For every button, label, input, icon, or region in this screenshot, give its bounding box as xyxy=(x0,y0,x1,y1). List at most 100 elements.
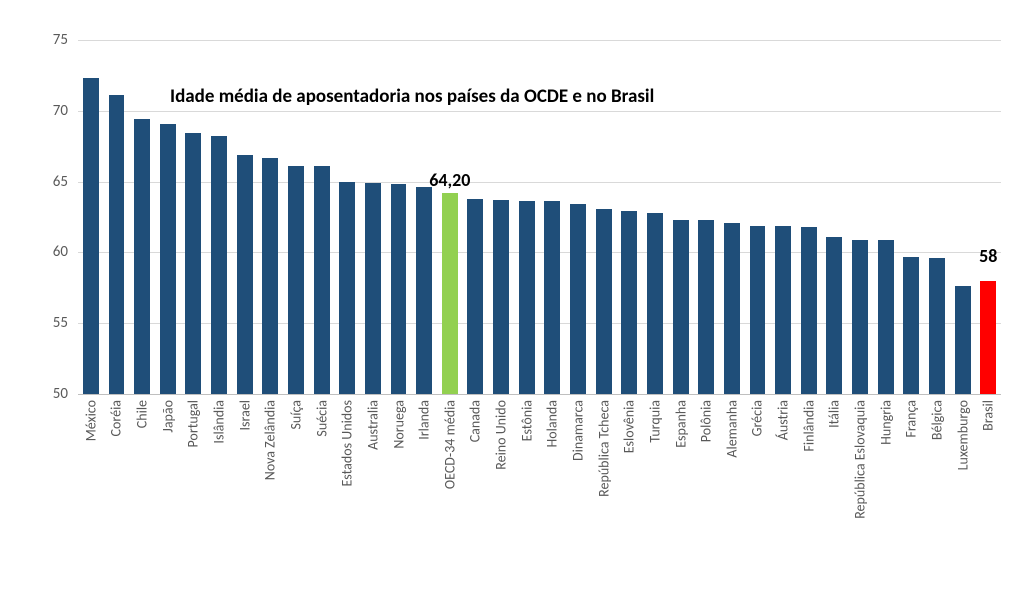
x-tick-label: Coréia xyxy=(108,394,125,436)
bar-slot: França xyxy=(899,40,925,394)
x-tick-label: Grécia xyxy=(749,394,766,436)
bar-slot: OECD-34 média64,20 xyxy=(437,40,463,394)
bar-slot: Nova Zelândia xyxy=(257,40,283,394)
bar xyxy=(160,124,176,394)
x-tick-label: OECD-34 média xyxy=(441,394,458,489)
bars-container: MéxicoCoréiaChileJapãoPortugalIslândiaIs… xyxy=(78,40,1001,394)
bar-slot: Itália xyxy=(822,40,848,394)
bar-slot: Grécia xyxy=(745,40,771,394)
x-tick-label: França xyxy=(903,394,920,438)
bar-slot: Canada xyxy=(463,40,489,394)
bar-slot: Finlândia xyxy=(796,40,822,394)
y-tick-label: 70 xyxy=(53,102,68,120)
bar xyxy=(83,78,99,394)
bar xyxy=(493,200,509,394)
bar xyxy=(365,183,381,394)
bar-slot: Israel xyxy=(232,40,258,394)
x-tick-label: Nova Zelândia xyxy=(262,394,279,480)
x-tick-label: Suíça xyxy=(287,394,304,430)
bar xyxy=(801,227,817,394)
plot-area: 505560657075MéxicoCoréiaChileJapãoPortug… xyxy=(78,40,1001,394)
bar-slot: Japão xyxy=(155,40,181,394)
bar-slot: Bélgica xyxy=(924,40,950,394)
bar-slot: República Tcheca xyxy=(591,40,617,394)
bar xyxy=(544,201,560,394)
y-tick-label: 75 xyxy=(53,31,68,49)
bar-slot: Australia xyxy=(360,40,386,394)
bar xyxy=(391,184,407,394)
bar-slot: Luxemburgo xyxy=(950,40,976,394)
bar-slot: Suíça xyxy=(283,40,309,394)
x-tick-label: Alemanha xyxy=(723,394,740,458)
bar xyxy=(852,240,868,394)
bar xyxy=(442,193,458,394)
x-tick-label: Canada xyxy=(467,394,484,442)
x-tick-label: República Tcheca xyxy=(595,394,612,497)
bar xyxy=(673,220,689,394)
x-tick-label: Israel xyxy=(236,394,253,430)
bar xyxy=(134,119,150,394)
bar-slot: Áustria xyxy=(770,40,796,394)
bar-slot: México xyxy=(78,40,104,394)
bar xyxy=(185,133,201,394)
x-tick-label: Estônia xyxy=(518,394,535,441)
bar xyxy=(826,237,842,394)
bar-slot: Polônia xyxy=(693,40,719,394)
y-tick-label: 50 xyxy=(53,385,68,403)
bar-slot: Portugal xyxy=(181,40,207,394)
bar-slot: Islândia xyxy=(206,40,232,394)
bar-slot: Turquia xyxy=(642,40,668,394)
bar-slot: República Eslovaquia xyxy=(847,40,873,394)
bar xyxy=(467,199,483,394)
bar-slot: Chile xyxy=(129,40,155,394)
bar xyxy=(288,166,304,394)
bar xyxy=(750,226,766,395)
x-tick-label: Reino Unido xyxy=(493,394,510,470)
x-tick-label: Áustria xyxy=(775,394,792,440)
bar xyxy=(698,220,714,394)
bar xyxy=(262,158,278,394)
x-tick-label: Polônia xyxy=(698,394,715,442)
x-tick-label: Portugal xyxy=(185,394,202,448)
x-tick-label: Noruega xyxy=(390,394,407,449)
x-tick-label: Islândia xyxy=(211,394,228,444)
bar xyxy=(621,211,637,394)
bar xyxy=(211,136,227,394)
bar xyxy=(237,155,253,394)
bar-slot: Reino Unido xyxy=(488,40,514,394)
x-tick-label: Japão xyxy=(159,394,176,433)
bar xyxy=(596,209,612,394)
x-tick-label: Holanda xyxy=(544,394,561,447)
bar xyxy=(339,182,355,394)
x-tick-label: Estados Unidos xyxy=(339,394,356,487)
bar-slot: Alemanha xyxy=(719,40,745,394)
bar xyxy=(929,258,945,394)
y-tick-label: 60 xyxy=(53,243,68,261)
bar xyxy=(980,281,996,394)
x-tick-label: Finlândia xyxy=(800,394,817,452)
bar-slot: Irlanda xyxy=(411,40,437,394)
bar-slot: Coréia xyxy=(104,40,130,394)
x-tick-label: Itália xyxy=(826,394,843,428)
bar-slot: Estados Unidos xyxy=(334,40,360,394)
x-tick-label: Espanha xyxy=(672,394,689,448)
bar xyxy=(903,257,919,394)
bar xyxy=(416,187,432,394)
x-tick-label: Chile xyxy=(134,394,151,428)
bar-slot: Eslovênia xyxy=(616,40,642,394)
bar-slot: Holanda xyxy=(540,40,566,394)
x-tick-label: México xyxy=(82,394,99,441)
bar-slot: Hungria xyxy=(873,40,899,394)
bar xyxy=(314,166,330,394)
x-tick-label: Bélgica xyxy=(928,394,945,440)
x-tick-label: Dinamarca xyxy=(569,394,586,461)
bar xyxy=(519,201,535,394)
bar-slot: Dinamarca xyxy=(565,40,591,394)
x-tick-label: Suécia xyxy=(313,394,330,437)
x-tick-label: Luxemburgo xyxy=(954,394,971,470)
y-tick-label: 65 xyxy=(53,173,68,191)
bar-slot: Noruega xyxy=(386,40,412,394)
bar-slot: Brasil58 xyxy=(975,40,1001,394)
x-tick-label: Turquia xyxy=(646,394,663,443)
x-tick-label: Irlanda xyxy=(416,394,433,440)
